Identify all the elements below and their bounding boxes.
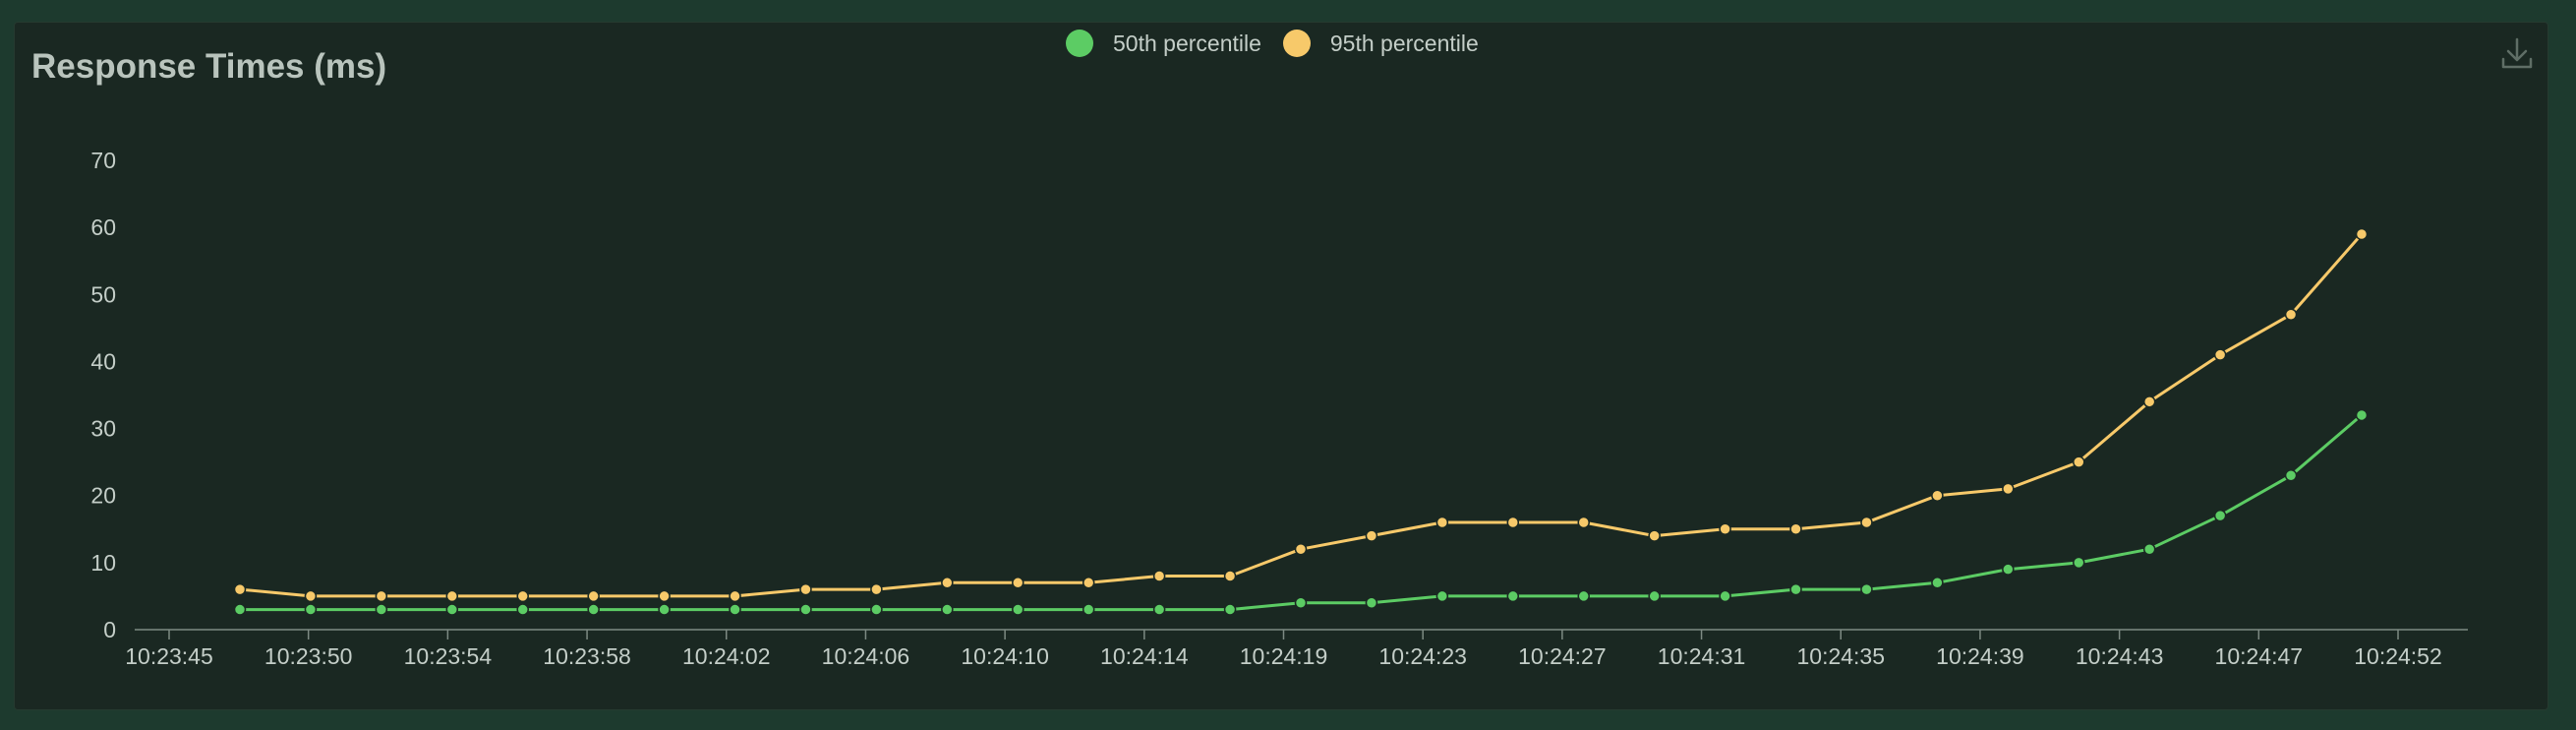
data-point-1 (941, 577, 954, 589)
data-point-1 (1789, 522, 1802, 536)
data-point-1 (2073, 456, 2085, 468)
data-point-1 (587, 589, 600, 603)
data-point-0 (445, 603, 459, 616)
data-point-1 (729, 589, 741, 603)
data-point-0 (1577, 589, 1590, 603)
data-point-1 (1506, 516, 1520, 529)
download-icon[interactable] (2499, 35, 2535, 71)
legend-marker-p95 (1282, 30, 1311, 57)
chart-legend: 50th percentile 95th percentile (1066, 30, 1500, 57)
x-tick-label: 10:24:35 (1796, 643, 1885, 669)
x-tick-label: 10:23:58 (543, 643, 631, 669)
data-point-0 (941, 603, 954, 616)
data-point-1 (233, 582, 247, 596)
data-point-1 (2355, 227, 2369, 241)
x-tick-label: 10:24:31 (1658, 643, 1746, 669)
x-tick-label: 10:23:45 (125, 643, 213, 669)
data-point-1 (2284, 308, 2298, 321)
data-point-1 (2002, 482, 2015, 496)
x-tick-label: 10:24:27 (1518, 643, 1607, 669)
x-tick-label: 10:24:06 (822, 643, 910, 669)
data-point-0 (1152, 603, 1166, 616)
data-point-0 (375, 603, 388, 616)
data-point-0 (729, 603, 741, 616)
data-point-1 (1294, 542, 1308, 556)
data-point-0 (2284, 469, 2298, 482)
data-point-1 (445, 589, 459, 603)
data-point-1 (2213, 348, 2227, 361)
x-tick-label: 10:23:54 (404, 643, 493, 669)
data-point-1 (304, 589, 318, 603)
data-point-1 (870, 582, 883, 596)
chart-title: Response Times (ms) (31, 47, 387, 86)
data-point-0 (1082, 603, 1095, 616)
data-point-0 (1365, 596, 1378, 609)
x-tick-label: 10:24:10 (961, 643, 1049, 669)
data-point-0 (2073, 556, 2085, 570)
data-point-0 (304, 603, 318, 616)
data-point-0 (233, 603, 247, 616)
y-tick-label: 50 (90, 281, 116, 307)
x-tick-label: 10:24:02 (682, 643, 771, 669)
data-point-0 (1012, 603, 1025, 616)
data-point-0 (587, 603, 600, 616)
y-tick-label: 20 (90, 483, 116, 509)
x-tick-label: 10:24:39 (1936, 643, 2024, 669)
x-tick-label: 10:24:52 (2354, 643, 2442, 669)
data-point-1 (1648, 529, 1661, 542)
data-point-1 (1577, 516, 1590, 529)
data-point-1 (1931, 489, 1944, 502)
data-point-1 (799, 582, 812, 596)
data-point-0 (1931, 577, 1944, 589)
data-point-1 (1152, 570, 1166, 582)
legend-item-p50[interactable]: 50th percentile (1066, 30, 1261, 57)
x-tick-label: 10:24:43 (2076, 643, 2164, 669)
data-point-0 (799, 603, 812, 616)
data-point-1 (2142, 395, 2156, 408)
data-point-0 (2355, 408, 2369, 422)
data-point-1 (1719, 522, 1731, 536)
data-point-0 (1860, 582, 1873, 596)
data-point-1 (1012, 577, 1025, 589)
data-point-0 (1648, 589, 1661, 603)
data-point-0 (1789, 582, 1802, 596)
data-point-0 (516, 603, 529, 616)
x-tick-label: 10:24:23 (1378, 643, 1467, 669)
y-tick-label: 30 (90, 416, 116, 442)
data-point-1 (1435, 516, 1449, 529)
legend-label-p50: 50th percentile (1113, 30, 1261, 56)
data-point-0 (1435, 589, 1449, 603)
legend-label-p95: 95th percentile (1329, 30, 1479, 56)
data-point-0 (1719, 589, 1731, 603)
data-point-0 (2002, 563, 2015, 576)
y-tick-label: 60 (90, 214, 116, 240)
data-point-1 (516, 589, 529, 603)
y-tick-label: 10 (90, 550, 116, 576)
data-point-1 (1082, 577, 1095, 589)
legend-item-p95[interactable]: 95th percentile (1282, 30, 1479, 57)
series-line-1 (239, 233, 2364, 598)
data-point-0 (658, 603, 671, 616)
x-tick-label: 10:24:19 (1240, 643, 1328, 669)
y-tick-label: 40 (90, 348, 116, 374)
x-tick-label: 10:24:47 (2215, 643, 2304, 669)
data-point-1 (1223, 570, 1237, 582)
data-point-0 (2142, 542, 2156, 556)
data-point-0 (2213, 509, 2227, 522)
data-point-0 (1506, 589, 1520, 603)
series-line-0 (240, 413, 2363, 612)
y-tick-label: 0 (103, 617, 116, 642)
data-point-1 (375, 589, 388, 603)
data-point-0 (870, 603, 883, 616)
legend-marker-p50 (1066, 30, 1093, 57)
data-point-1 (1860, 516, 1873, 529)
data-point-0 (1223, 603, 1237, 616)
data-point-0 (1294, 596, 1308, 609)
y-tick-label: 70 (90, 148, 116, 173)
x-tick-label: 10:24:14 (1100, 643, 1189, 669)
data-point-1 (658, 589, 671, 603)
data-point-1 (1365, 529, 1378, 542)
x-tick-label: 10:23:50 (264, 643, 353, 669)
